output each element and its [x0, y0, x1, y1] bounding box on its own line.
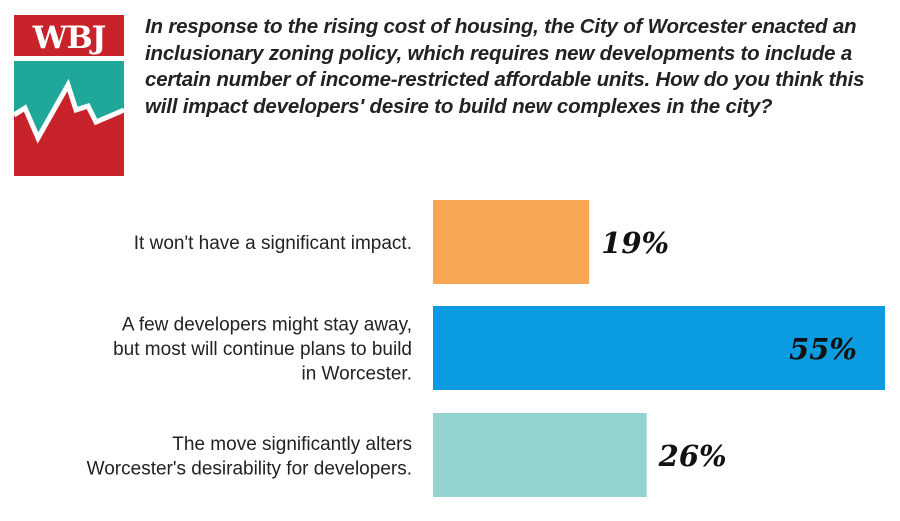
wbj-logo: WBJ — [14, 15, 124, 176]
logo-top-box — [14, 15, 124, 56]
survey-question: In response to the rising cost of housin… — [145, 15, 865, 118]
logo-zigzag-line — [14, 78, 124, 144]
category-label-2: in Worcester. — [301, 364, 412, 385]
category-label-2: A few developers might stay away, — [122, 315, 412, 336]
bar-1 — [433, 200, 590, 284]
category-label-3: Worcester's desirability for developers. — [87, 458, 412, 479]
logo-text: WBJ — [32, 20, 106, 56]
logo-red-area — [14, 85, 124, 176]
bar-2 — [433, 306, 885, 390]
category-label-3: The move significantly alters — [172, 434, 412, 455]
bar-3 — [433, 413, 647, 497]
value-label-1: 19% — [601, 226, 669, 260]
value-label-2: 55% — [789, 332, 857, 366]
value-label-3: 26% — [658, 439, 727, 473]
category-label-1: It won't have a significant impact. — [134, 233, 412, 254]
category-label-2: but most will continue plans to build — [113, 339, 412, 360]
